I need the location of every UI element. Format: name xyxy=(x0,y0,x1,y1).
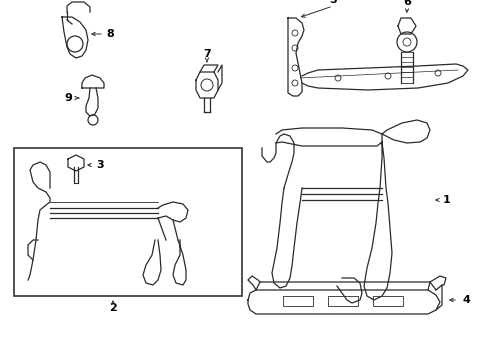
Bar xyxy=(327,296,357,306)
Text: 8: 8 xyxy=(106,29,114,39)
Bar xyxy=(283,296,312,306)
Text: 1: 1 xyxy=(442,195,450,205)
Bar xyxy=(14,148,242,296)
Text: 4: 4 xyxy=(461,295,469,305)
Text: 9: 9 xyxy=(64,93,72,103)
Text: 2: 2 xyxy=(109,303,117,313)
Text: 3: 3 xyxy=(96,160,103,170)
Bar xyxy=(372,296,402,306)
Text: 7: 7 xyxy=(203,49,210,59)
Text: 5: 5 xyxy=(328,0,336,5)
Text: 6: 6 xyxy=(402,0,410,7)
